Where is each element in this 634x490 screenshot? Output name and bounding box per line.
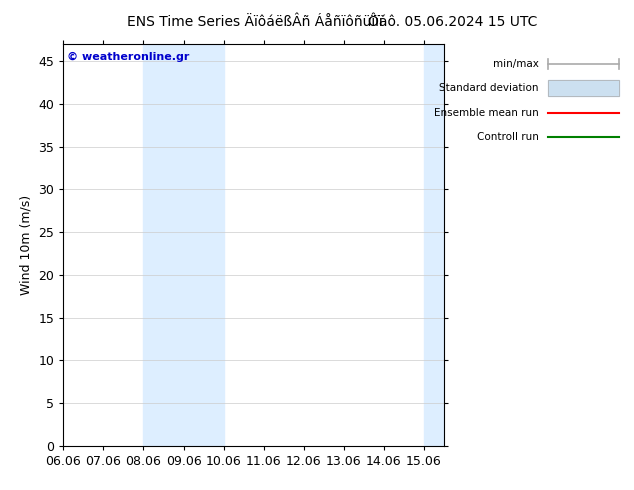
Text: Ensemble mean run: Ensemble mean run xyxy=(434,108,539,118)
Text: © weatheronline.gr: © weatheronline.gr xyxy=(67,52,190,62)
Text: Standard deviation: Standard deviation xyxy=(439,83,539,93)
Text: ENS Time Series ÄïôáëßÂñ Áåñïôñüïïï: ENS Time Series ÄïôáëßÂñ Áåñïôñüïïï xyxy=(127,15,382,29)
Text: min/max: min/max xyxy=(493,59,539,69)
Bar xyxy=(143,44,224,446)
Y-axis label: Wind 10m (m/s): Wind 10m (m/s) xyxy=(20,195,33,295)
Bar xyxy=(424,44,444,446)
Text: Ôáô. 05.06.2024 15 UTC: Ôáô. 05.06.2024 15 UTC xyxy=(368,15,537,29)
Text: Controll run: Controll run xyxy=(477,132,539,142)
